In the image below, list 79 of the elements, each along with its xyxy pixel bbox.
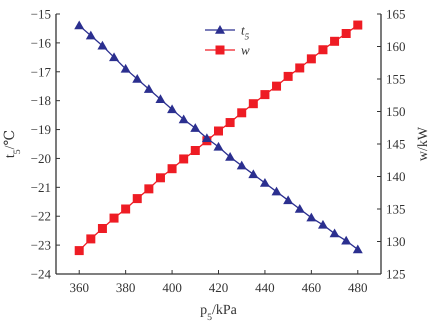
point	[248, 169, 258, 178]
y-tick-label: −20	[30, 150, 51, 166]
y2-tick-label: 140	[386, 169, 406, 184]
point	[98, 224, 107, 233]
y-tick-label: −18	[30, 93, 51, 108]
point	[330, 228, 340, 238]
point	[121, 204, 130, 214]
point	[248, 99, 258, 108]
point	[330, 36, 340, 46]
point	[190, 123, 200, 132]
legend-label: t$_{5}$	[241, 22, 250, 42]
point	[284, 72, 293, 81]
point	[318, 45, 328, 54]
point	[318, 220, 328, 229]
point	[214, 126, 223, 136]
point	[144, 84, 154, 93]
point	[342, 29, 351, 38]
x-tick-label: 480	[348, 280, 368, 295]
point	[306, 54, 316, 64]
x-tick-label: 460	[302, 280, 322, 295]
point	[167, 104, 178, 114]
y-tick-label: −17	[30, 64, 52, 80]
y2-tick-label: 150	[386, 104, 406, 119]
y2-tick-label: 135	[386, 202, 406, 216]
point	[226, 118, 235, 128]
point	[155, 94, 166, 103]
point	[283, 195, 294, 204]
point	[97, 40, 108, 50]
y-tick-label: −15	[30, 6, 51, 22]
point	[237, 108, 246, 118]
point	[120, 64, 131, 73]
point	[272, 186, 282, 196]
point	[353, 20, 362, 30]
x-tick-label: 360	[69, 280, 89, 295]
y2-tick-label: 125	[386, 266, 406, 282]
y2-tick-label: 145	[386, 136, 406, 152]
y-tick-label: −19	[30, 122, 51, 138]
x-tick-label: 440	[255, 280, 275, 295]
point	[341, 236, 352, 245]
y-tick-label: −16	[30, 35, 52, 50]
y-tick-label: −22	[30, 208, 51, 224]
point	[295, 63, 304, 72]
point	[86, 234, 96, 244]
point	[214, 142, 224, 151]
x-tick-label: 380	[116, 280, 136, 295]
point	[236, 160, 247, 170]
point	[260, 178, 270, 187]
point	[352, 244, 363, 254]
point	[178, 114, 189, 124]
point	[110, 214, 119, 223]
point	[144, 184, 154, 194]
point	[190, 146, 200, 155]
point	[86, 30, 96, 40]
point	[272, 82, 282, 91]
point	[132, 194, 142, 204]
y-tick-label: −21	[30, 180, 51, 195]
y2-tick-label: 130	[386, 234, 406, 249]
y2-tick-label: 165	[386, 6, 406, 22]
legend-label: w	[241, 42, 250, 58]
y2-tick-label: 160	[386, 39, 406, 54]
point	[74, 20, 84, 30]
point	[294, 204, 305, 213]
x-axis-title: p$_{5}$/kPa	[200, 303, 238, 322]
point	[306, 212, 316, 222]
point	[260, 90, 270, 100]
point	[74, 246, 84, 256]
y-tick-label: −24	[30, 266, 52, 282]
point	[225, 152, 236, 161]
x-tick-label: 400	[162, 280, 182, 295]
y-tick-label: −23	[30, 238, 51, 253]
point	[156, 173, 165, 182]
point	[202, 133, 212, 142]
point	[179, 154, 188, 164]
y2-axis-title: w/kW	[416, 126, 431, 162]
x-tick-label: 420	[208, 280, 228, 295]
point	[132, 74, 142, 83]
y2-tick-label: 155	[386, 72, 406, 86]
point	[168, 164, 177, 174]
point	[109, 52, 120, 62]
